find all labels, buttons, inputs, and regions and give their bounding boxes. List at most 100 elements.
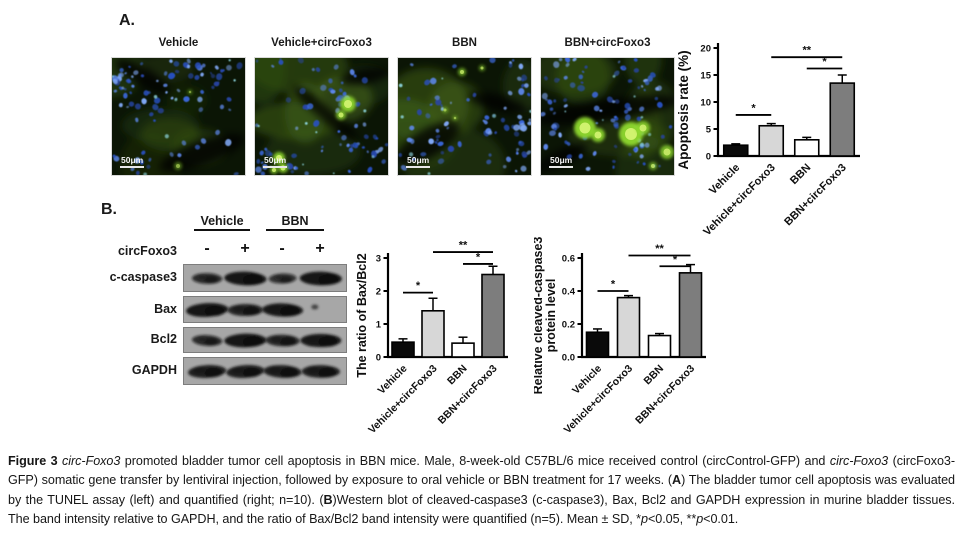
y-tick-label: 5 bbox=[706, 124, 712, 135]
y-tick-label: 0 bbox=[376, 352, 381, 363]
caption-segment: (circFoxo3-GFP) somatic gene transfer by… bbox=[8, 454, 955, 488]
blot-bcl2 bbox=[183, 327, 347, 353]
significance-label: ** bbox=[655, 243, 664, 255]
bar-0 bbox=[585, 331, 610, 358]
micrograph-bbn-circfoxo3: BBN+circFoxo3 50μm bbox=[540, 37, 675, 176]
x-category-label: BBN bbox=[445, 363, 470, 388]
micrograph-title: Vehicle bbox=[158, 37, 199, 49]
y-axis-label: Apoptosis rate (%) bbox=[676, 50, 691, 169]
bar-2 bbox=[793, 139, 820, 157]
caption-segment: <0.05, ** bbox=[647, 512, 697, 527]
y-tick-label: 20 bbox=[700, 43, 711, 54]
y-tick-label: 0 bbox=[706, 151, 711, 162]
tunel-positive-cells bbox=[174, 89, 193, 170]
micrograph-vehicle: Vehicle 50μm bbox=[111, 37, 246, 176]
significance-label: ** bbox=[459, 240, 468, 252]
band-lane-0 bbox=[191, 335, 223, 346]
blot-c-caspase3 bbox=[183, 264, 347, 292]
significance-label: * bbox=[751, 102, 756, 114]
blot-bax bbox=[183, 296, 347, 323]
band-lane-3 bbox=[301, 365, 341, 378]
band-lane-3 bbox=[299, 271, 342, 286]
blot-group-vehicle: Vehicle bbox=[194, 214, 250, 231]
bar-2 bbox=[451, 342, 475, 358]
caption-segment: p bbox=[641, 512, 648, 527]
micrograph-bbn: BBN 50μm bbox=[397, 37, 532, 176]
micrograph-title: Vehicle+circFoxo3 bbox=[271, 37, 372, 49]
bar-3 bbox=[829, 82, 856, 157]
cleaved-caspase3-chart: 0.0 0.2 0.4 0.6 Relative cleaved-caspase3 pro… bbox=[534, 237, 706, 436]
caption-segment: promoted bladder tumor cell apoptosis in… bbox=[120, 454, 830, 468]
blot-row-label-gapdh: GAPDH bbox=[131, 363, 177, 377]
micrograph-vehicle-circfoxo3: Vehicle+circFoxo3 50μm bbox=[254, 37, 389, 176]
y-tick-label: 10 bbox=[700, 97, 711, 108]
significance-label: * bbox=[611, 279, 616, 291]
significance-label: ** bbox=[802, 45, 811, 57]
significance-label: * bbox=[673, 254, 678, 266]
y-tick-label: 1 bbox=[376, 319, 382, 330]
band-lane-1 bbox=[224, 271, 267, 286]
bar-0 bbox=[391, 341, 415, 358]
tunel-positive-cells bbox=[270, 96, 356, 174]
y-tick-label: 15 bbox=[700, 70, 711, 81]
figure-caption: Figure 3 circ-Foxo3 promoted bladder tum… bbox=[8, 452, 955, 530]
x-category-label: BBN bbox=[642, 363, 667, 388]
y-axis-label-line2: protein level bbox=[544, 279, 558, 353]
significance-label: * bbox=[476, 251, 481, 263]
bar-1 bbox=[616, 296, 641, 358]
band-lane-1 bbox=[224, 333, 267, 348]
x-category-label: BBN+circFoxo3 bbox=[633, 363, 697, 427]
apoptosis-rate-chart: 0 5 10 15 20 Apoptosis rate (%) VehicleVehicle… bbox=[676, 43, 860, 239]
panel-a-label: A. bbox=[119, 12, 135, 29]
bar-3 bbox=[678, 272, 703, 358]
micrograph-title: BBN+circFoxo3 bbox=[564, 37, 651, 49]
caption-segment: A bbox=[672, 473, 682, 488]
circfoxo3-row-label: circFoxo3 bbox=[117, 244, 177, 258]
nuclei bbox=[255, 58, 388, 175]
tunel-image bbox=[397, 57, 532, 176]
significance-label: * bbox=[822, 56, 827, 68]
tunel-positive-cells bbox=[574, 117, 674, 170]
significance-label: * bbox=[416, 280, 421, 292]
band-lane-0 bbox=[191, 273, 223, 284]
lane-sign: - bbox=[279, 240, 285, 257]
y-axis-label: The ratio of Bax/Bcl2 bbox=[355, 253, 369, 377]
bar-3 bbox=[481, 273, 505, 358]
tunel-image bbox=[254, 57, 389, 176]
band-lane-2 bbox=[262, 303, 304, 317]
bar-0 bbox=[722, 144, 749, 157]
band-lane-3 bbox=[311, 304, 319, 310]
bar-2 bbox=[647, 334, 672, 358]
scale-bar: 50μm bbox=[263, 156, 288, 168]
y-tick-label: 0.0 bbox=[562, 352, 575, 363]
x-category-label: Vehicle bbox=[707, 162, 742, 197]
blot-row-label-bax: Bax bbox=[154, 302, 177, 316]
caption-segment: circ-Foxo3 bbox=[829, 454, 889, 468]
y-tick-label: 0.4 bbox=[562, 286, 576, 297]
scale-bar: 50μm bbox=[549, 156, 574, 168]
lane-sign: + bbox=[240, 240, 250, 257]
micrograph-title: BBN bbox=[452, 37, 477, 49]
band-lane-0 bbox=[188, 365, 227, 378]
caption-segment: <0.01. bbox=[703, 512, 739, 527]
lane-sign: + bbox=[315, 240, 325, 257]
band-lane-2 bbox=[263, 365, 302, 378]
y-axis-label: Relative cleaved-caspase3 bbox=[534, 237, 545, 395]
x-category-label: BBN bbox=[788, 162, 813, 187]
x-category-label: Vehicle+circFoxo3 bbox=[701, 162, 778, 239]
band-lane-2 bbox=[268, 273, 297, 284]
scale-bar: 50μm bbox=[120, 156, 145, 168]
caption-segment: p bbox=[696, 512, 704, 527]
lane-sign: - bbox=[204, 240, 210, 257]
nuclei bbox=[398, 58, 531, 175]
caption-segment: )Western blot of cleaved-caspase3 (c-cas… bbox=[8, 492, 955, 527]
band-lane-2 bbox=[265, 334, 300, 347]
tunel-image bbox=[111, 57, 246, 176]
blot-row-label-c-caspase3: c-caspase3 bbox=[109, 270, 177, 284]
band-lane-3 bbox=[300, 333, 342, 348]
band-lane-1 bbox=[226, 365, 265, 378]
blot-gapdh bbox=[183, 357, 347, 385]
panel-b-label: B. bbox=[101, 201, 117, 218]
